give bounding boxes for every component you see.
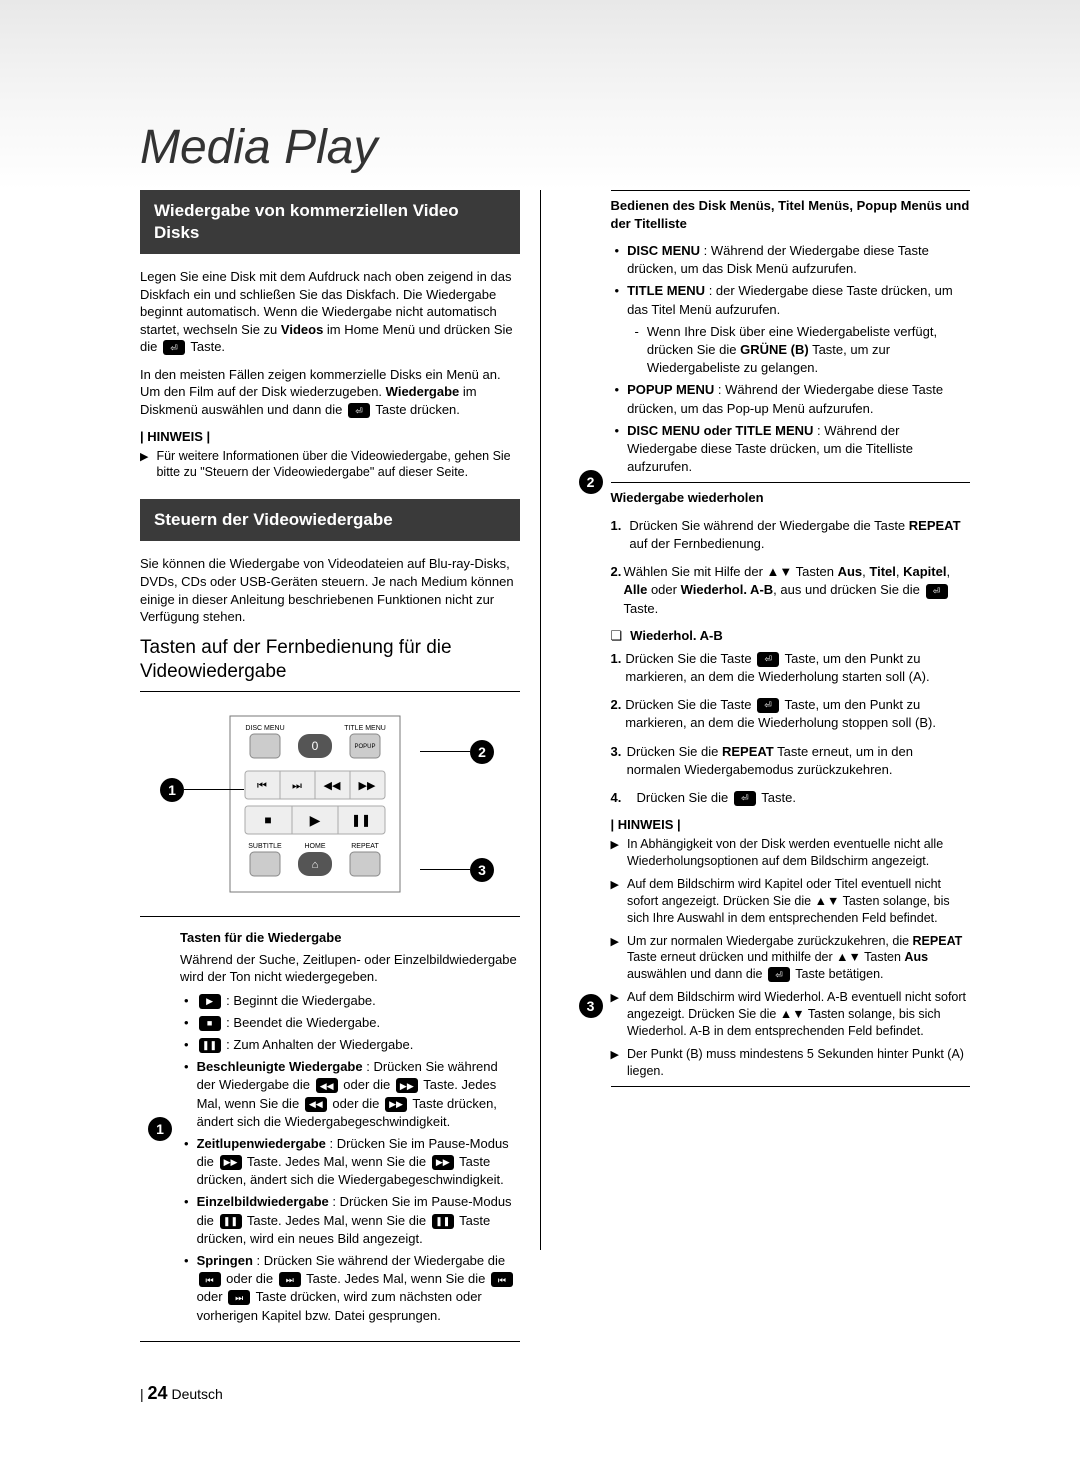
fastfwd-icon: ▶▶ bbox=[385, 1097, 407, 1112]
skip-prev-icon: ⏮ bbox=[491, 1272, 513, 1287]
column-separator bbox=[540, 190, 541, 1250]
marker-2: 2 bbox=[579, 470, 603, 494]
remote-svg: DISC MENU TITLE MENU 0 POPUP ⏮ ⏭ ◀◀ ▶▶ bbox=[210, 706, 420, 902]
svg-text:❚❚: ❚❚ bbox=[351, 813, 371, 827]
stop-icon: ■ bbox=[199, 1016, 221, 1031]
text-insert-disk: Legen Sie eine Disk mit dem Aufdruck nac… bbox=[140, 268, 520, 356]
svg-text:⌂: ⌂ bbox=[312, 859, 319, 871]
svg-text:◀◀: ◀◀ bbox=[324, 780, 341, 792]
remote-diagram: DISC MENU TITLE MENU 0 POPUP ⏮ ⏭ ◀◀ ▶▶ bbox=[140, 706, 520, 902]
callout-2: 2 bbox=[420, 740, 494, 764]
heading-video-control: Steuern der Videowiedergabe bbox=[140, 499, 520, 541]
table-row-playback: 1 Tasten für die Wiedergabe Während der … bbox=[140, 923, 520, 1335]
enter-icon: ⏎ bbox=[163, 340, 185, 355]
callout-3: 3 bbox=[420, 858, 494, 882]
enter-icon: ⏎ bbox=[757, 652, 779, 667]
repeat-title: Wiedergabe wiederholen bbox=[611, 489, 970, 507]
heading-commercial-disks: Wiedergabe von kommerziellen Video Disks bbox=[140, 190, 520, 254]
hinweis-label-right: | HINWEIS | bbox=[611, 817, 970, 832]
skip-next-icon: ⏭ bbox=[279, 1272, 301, 1287]
text-disk-menu: In den meisten Fällen zeigen kommerziell… bbox=[140, 366, 520, 419]
svg-text:⏭: ⏭ bbox=[292, 780, 302, 792]
subheading-repeat-ab: ❏Wiederhol. A-B bbox=[611, 628, 970, 644]
rewind-icon: ◀◀ bbox=[305, 1097, 327, 1112]
enter-icon: ⏎ bbox=[926, 584, 948, 599]
svg-text:REPEAT: REPEAT bbox=[351, 843, 379, 850]
svg-text:HOME: HOME bbox=[305, 843, 326, 850]
right-column: 2 3 Bedienen des Disk Menüs, Titel Menüs… bbox=[571, 190, 970, 1348]
fastfwd-icon: ▶▶ bbox=[396, 1078, 418, 1093]
svg-text:SUBTITLE: SUBTITLE bbox=[248, 843, 282, 850]
arrow-icon: ▶ bbox=[140, 450, 148, 482]
pause-icon: ❚❚ bbox=[199, 1038, 221, 1053]
hinweis-label: | HINWEIS | bbox=[140, 429, 520, 444]
text-control-intro: Sie können die Wiedergabe von Videodatei… bbox=[140, 555, 520, 625]
skip-next-icon: ⏭ bbox=[228, 1290, 250, 1305]
left-column: Wiedergabe von kommerziellen Video Disks… bbox=[140, 190, 520, 1348]
menu-operation-title: Bedienen des Disk Menüs, Titel Menüs, Po… bbox=[611, 197, 970, 232]
svg-text:TITLE MENU: TITLE MENU bbox=[344, 725, 386, 732]
svg-text:■: ■ bbox=[264, 813, 271, 827]
svg-text:0: 0 bbox=[312, 739, 319, 753]
enter-icon: ⏎ bbox=[734, 791, 756, 806]
skip-prev-icon: ⏮ bbox=[199, 1272, 221, 1287]
note-more-info: ▶ Für weitere Informationen über die Vid… bbox=[140, 448, 520, 482]
svg-text:⏮: ⏮ bbox=[257, 780, 267, 792]
page-footer: | 24 Deutsch bbox=[140, 1383, 223, 1404]
pause-icon: ❚❚ bbox=[432, 1214, 454, 1229]
pause-icon: ❚❚ bbox=[220, 1214, 242, 1229]
svg-text:POPUP: POPUP bbox=[354, 744, 375, 750]
fastfwd-icon: ▶▶ bbox=[432, 1155, 454, 1170]
svg-text:DISC MENU: DISC MENU bbox=[245, 725, 284, 732]
enter-icon: ⏎ bbox=[348, 403, 370, 418]
rewind-icon: ◀◀ bbox=[316, 1078, 338, 1093]
enter-icon: ⏎ bbox=[757, 698, 779, 713]
marker-1: 1 bbox=[148, 1117, 172, 1141]
fastfwd-icon: ▶▶ bbox=[220, 1155, 242, 1170]
page-title: Media Play bbox=[140, 120, 1080, 175]
marker-3: 3 bbox=[579, 994, 603, 1018]
play-icon: ▶ bbox=[199, 994, 221, 1009]
svg-text:▶: ▶ bbox=[310, 812, 321, 828]
svg-text:▶▶: ▶▶ bbox=[359, 780, 376, 792]
enter-icon: ⏎ bbox=[768, 967, 790, 982]
subheading-remote-buttons: Tasten auf der Fernbedienung für die Vid… bbox=[140, 636, 520, 692]
callout-1: 1 bbox=[160, 778, 244, 802]
